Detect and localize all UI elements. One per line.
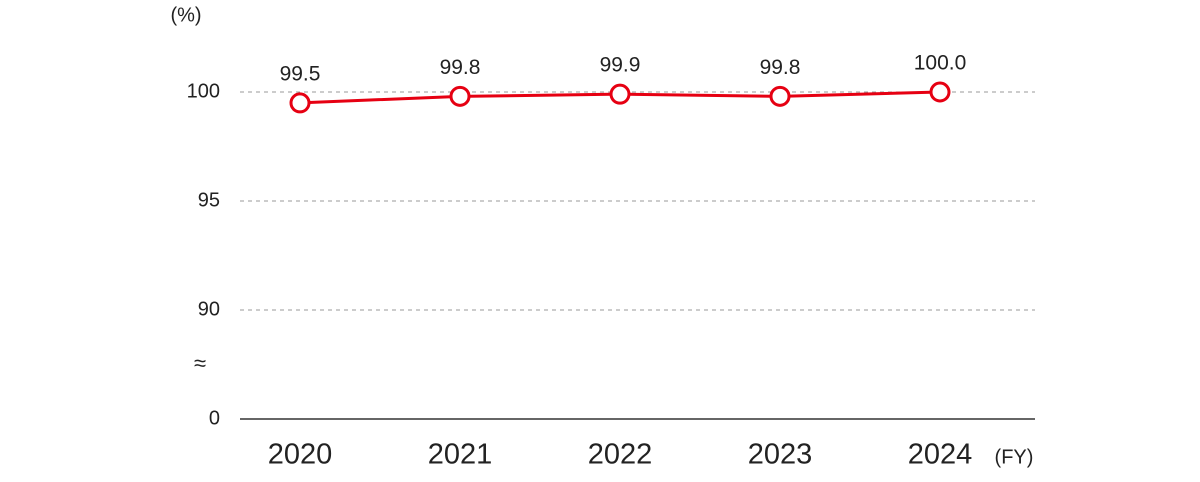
- point-marker: [929, 81, 951, 103]
- point-marker: [609, 83, 631, 105]
- data-label: 100.0: [914, 52, 967, 75]
- x-tick-label: 2024: [908, 439, 973, 471]
- x-tick-label: 2021: [428, 439, 493, 471]
- x-tick-label: 2022: [588, 439, 653, 471]
- y-tick-label: 100: [187, 80, 220, 102]
- y-tick-label: 90: [198, 298, 220, 320]
- data-label: 99.8: [760, 56, 801, 79]
- point-marker: [289, 92, 311, 114]
- point-marker: [769, 85, 791, 107]
- y-tick-label: 95: [198, 189, 220, 211]
- axis-break: ≈: [194, 350, 206, 375]
- data-label: 99.9: [600, 54, 641, 77]
- y-tick-label: 0: [209, 407, 220, 429]
- data-label: 99.8: [440, 56, 481, 79]
- x-tick-label: 2020: [268, 439, 333, 471]
- data-label: 99.5: [280, 62, 321, 85]
- x-tick-label: 2023: [748, 439, 813, 471]
- y-unit: (%): [170, 4, 201, 26]
- point-marker: [449, 85, 471, 107]
- x-unit: (FY): [995, 446, 1034, 468]
